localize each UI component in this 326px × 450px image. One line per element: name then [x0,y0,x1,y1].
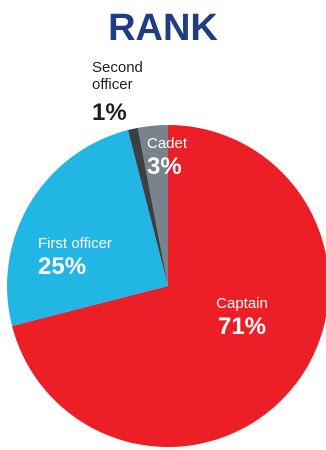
pie-slice-second-officer [127,127,168,287]
pie-slice-first-officer [6,130,168,327]
pie-slices [6,125,326,447]
chart-title: RANK [108,7,218,49]
slice-name-label: Second officer [92,59,143,93]
slice-name-label: Captain [216,295,268,312]
slice-name-label: Cadet [147,135,188,152]
slice-value-label: 71% [218,313,266,340]
slice-value-label: 3% [147,153,182,180]
slice-value-label: 1% [92,99,127,126]
pie-slice-cadet [137,125,168,286]
slice-name-label: First officer [38,235,112,252]
pie-slice-captain [12,125,326,447]
slice-value-label: 25% [38,253,86,280]
